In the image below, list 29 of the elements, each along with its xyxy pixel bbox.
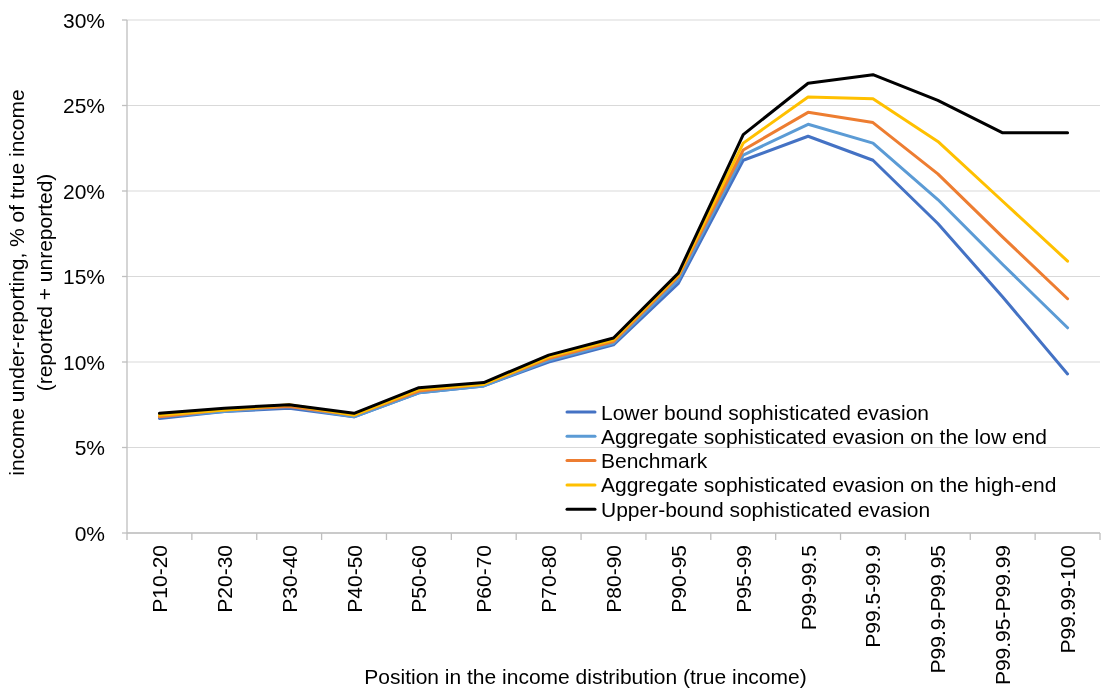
- y-axis-title: income under-reporting, % of true income (reported + unreported): [5, 89, 56, 476]
- y-tick-label: 5%: [74, 436, 105, 459]
- x-tick-label: P20-30: [212, 545, 236, 613]
- x-tick-label: P99.9-P99.95: [926, 545, 950, 674]
- y-tick-label: 10%: [62, 350, 105, 374]
- x-tick-label: P99.5-99.9: [861, 545, 885, 648]
- x-tick-label: P50-60: [407, 545, 431, 613]
- x-tick-label: P90-95: [666, 545, 690, 613]
- x-tick-label: P30-40: [277, 545, 301, 613]
- x-tick-label: P99.99-100: [1056, 545, 1080, 654]
- x-tick-label: P80-90: [602, 545, 625, 613]
- y-tick-label: 20%: [62, 179, 105, 203]
- legend-label: Aggregate sophisticated evasion on the low end: [601, 424, 1047, 448]
- legend-label: Lower bound sophisticated evasion: [601, 400, 930, 424]
- legend-label: Benchmark: [601, 449, 708, 473]
- x-tick-label: P99-99.5: [796, 545, 820, 631]
- x-axis-title: Position in the income distribution (true income): [364, 664, 807, 688]
- x-tick-label: P95-99: [731, 545, 755, 613]
- x-tick-label: P70-80: [537, 545, 561, 613]
- x-tick-label: P40-50: [342, 545, 366, 613]
- x-tick-label: P60-70: [472, 545, 496, 613]
- legend-label: Aggregate sophisticated evasion on the high-end: [601, 473, 1057, 497]
- x-tick-label: P10-20: [147, 545, 171, 613]
- y-tick-label: 15%: [62, 265, 105, 288]
- legend-label: Upper-bound sophisticated evasion: [601, 497, 931, 521]
- y-tick-label: 0%: [74, 521, 105, 545]
- y-tick-label: 25%: [62, 94, 105, 117]
- y-tick-label: 30%: [62, 8, 105, 32]
- x-tick-label: P99.95-P99.99: [991, 545, 1015, 686]
